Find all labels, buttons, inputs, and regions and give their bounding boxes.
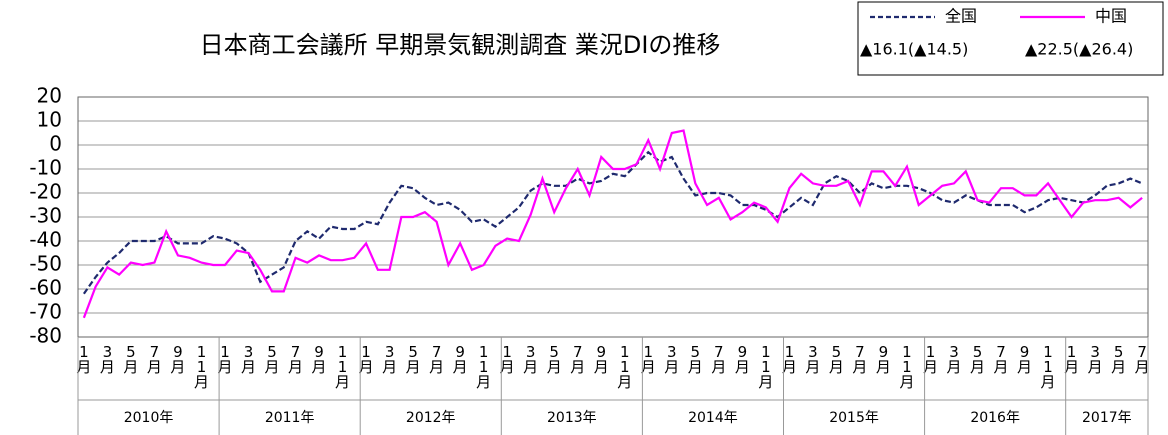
legend-note: ▲22.5(▲26.4) bbox=[1025, 40, 1133, 59]
year-label: 2017年 bbox=[1082, 410, 1132, 426]
legend-label: 中国 bbox=[1095, 7, 1127, 26]
year-label: 2014年 bbox=[688, 410, 738, 426]
y-tick-label: -40 bbox=[29, 228, 62, 252]
y-tick-label: 0 bbox=[49, 132, 62, 156]
y-tick-label: -50 bbox=[29, 252, 62, 276]
year-label: 2011年 bbox=[265, 410, 315, 426]
y-tick-label: 10 bbox=[37, 108, 62, 132]
year-label: 2010年 bbox=[124, 410, 174, 426]
legend-box bbox=[857, 1, 1164, 76]
y-tick-label: -60 bbox=[29, 276, 62, 300]
plot-frame bbox=[77, 96, 1149, 338]
y-tick-label: -20 bbox=[29, 180, 62, 204]
series-line bbox=[82, 150, 1143, 295]
y-tick-label: 20 bbox=[37, 84, 62, 108]
y-tick-label: -10 bbox=[29, 156, 62, 180]
year-label: 2013年 bbox=[547, 410, 597, 426]
chart-title: 日本商工会議所 早期景気観測調査 業況DIの推移 bbox=[200, 31, 721, 59]
y-tick-label: -30 bbox=[29, 204, 62, 228]
y-tick-label: -80 bbox=[29, 324, 62, 348]
year-label: 2012年 bbox=[406, 410, 456, 426]
legend-note: ▲16.1(▲14.5) bbox=[860, 40, 968, 59]
legend-label: 全国 bbox=[945, 7, 977, 26]
series-line bbox=[82, 129, 1143, 319]
y-tick-label: -70 bbox=[29, 300, 62, 324]
year-label: 2016年 bbox=[970, 410, 1020, 426]
year-label: 2015年 bbox=[829, 410, 879, 426]
